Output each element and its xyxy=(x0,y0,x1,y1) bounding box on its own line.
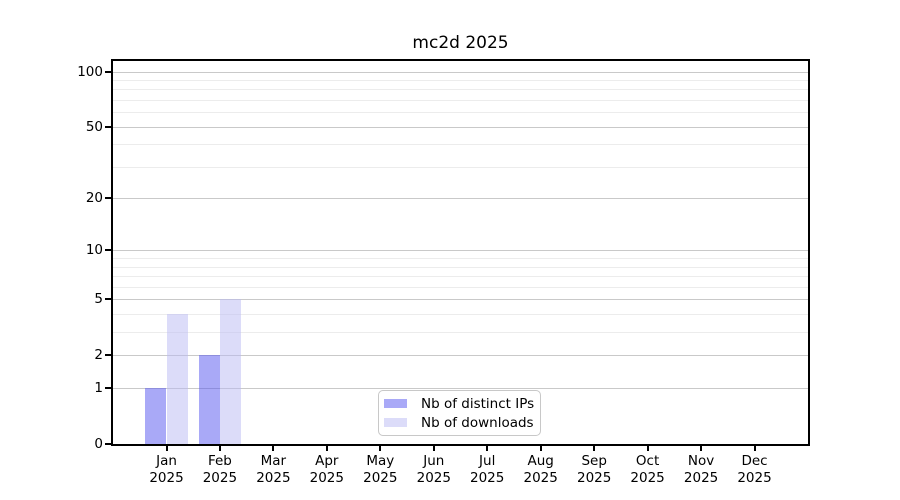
x-tick-mark xyxy=(165,446,168,451)
bar-distinct-ips xyxy=(198,355,220,444)
x-tick-mark xyxy=(539,446,542,451)
chart-title: mc2d 2025 xyxy=(412,33,509,53)
x-tick-mark xyxy=(218,446,221,451)
legend-swatch-downloads xyxy=(384,418,407,427)
x-tick-label: Jun 2025 xyxy=(416,453,451,486)
gridline-major xyxy=(113,299,808,301)
legend-item-downloads: Nb of downloads xyxy=(384,414,535,432)
x-tick-mark xyxy=(379,446,382,451)
gridline-minor xyxy=(113,276,808,278)
gridline-major xyxy=(113,126,808,128)
gridline-minor xyxy=(113,79,808,81)
gridline-major xyxy=(113,198,808,200)
x-tick-label: Oct 2025 xyxy=(630,453,665,486)
legend-item-distinct-ips: Nb of distinct IPs xyxy=(384,395,535,413)
x-tick-label: Nov 2025 xyxy=(683,453,719,486)
gridline-minor xyxy=(113,332,808,334)
y-tick-label: 100 xyxy=(77,63,103,80)
x-tick-mark xyxy=(593,446,596,451)
y-tick-label: 0 xyxy=(94,436,103,452)
y-tick-mark xyxy=(105,443,111,445)
bar-downloads xyxy=(166,314,188,444)
y-tick-mark xyxy=(105,197,111,200)
gridline-major xyxy=(113,388,808,390)
y-tick-label: 1 xyxy=(94,380,103,397)
y-tick-mark xyxy=(105,125,111,128)
gridline-minor xyxy=(113,144,808,146)
gridline-minor xyxy=(113,89,808,91)
y-tick-label: 10 xyxy=(85,242,103,259)
y-tick-mark xyxy=(105,249,111,252)
legend-label-downloads: Nb of downloads xyxy=(421,414,534,431)
gridline-minor xyxy=(113,166,808,168)
x-tick-mark xyxy=(486,446,489,451)
x-tick-label: Sep 2025 xyxy=(577,453,612,486)
legend-swatch-distinct-ips xyxy=(384,399,407,408)
x-tick-mark xyxy=(700,446,703,451)
x-tick-mark xyxy=(432,446,435,451)
x-tick-mark xyxy=(753,446,756,451)
y-tick-label: 50 xyxy=(85,118,103,135)
bar-downloads xyxy=(219,299,242,444)
legend: Nb of distinct IPs Nb of downloads xyxy=(378,390,541,436)
gridline-minor xyxy=(113,99,808,101)
y-tick-mark xyxy=(105,387,111,390)
y-tick-label: 2 xyxy=(94,347,103,364)
y-tick-mark xyxy=(105,354,111,357)
y-tick-mark xyxy=(105,70,111,73)
gridline-minor xyxy=(113,286,808,288)
x-tick-label: Jul 2025 xyxy=(470,453,505,486)
gridline-minor xyxy=(113,266,808,268)
x-tick-label: Aug 2025 xyxy=(523,453,558,486)
x-tick-mark xyxy=(325,446,328,451)
x-tick-label: Dec 2025 xyxy=(737,453,772,486)
y-tick-mark xyxy=(105,298,111,301)
gridline-major xyxy=(113,250,808,252)
x-tick-mark xyxy=(272,446,275,451)
y-tick-label: 20 xyxy=(85,190,103,207)
x-tick-label: Mar 2025 xyxy=(256,453,291,486)
x-tick-mark xyxy=(646,446,649,451)
bar-distinct-ips xyxy=(145,388,167,444)
plot-area xyxy=(111,59,810,446)
gridline-major xyxy=(113,71,808,73)
gridline-minor xyxy=(113,258,808,260)
gridline-major xyxy=(113,355,808,357)
legend-label-distinct-ips: Nb of distinct IPs xyxy=(421,395,535,412)
y-tick-label: 5 xyxy=(94,291,103,308)
x-tick-label: May 2025 xyxy=(363,453,398,486)
x-tick-label: Apr 2025 xyxy=(309,453,344,486)
gridline-minor xyxy=(113,314,808,316)
x-tick-label: Jan 2025 xyxy=(149,453,184,486)
x-tick-label: Feb 2025 xyxy=(202,453,238,486)
gridline-minor xyxy=(113,112,808,114)
